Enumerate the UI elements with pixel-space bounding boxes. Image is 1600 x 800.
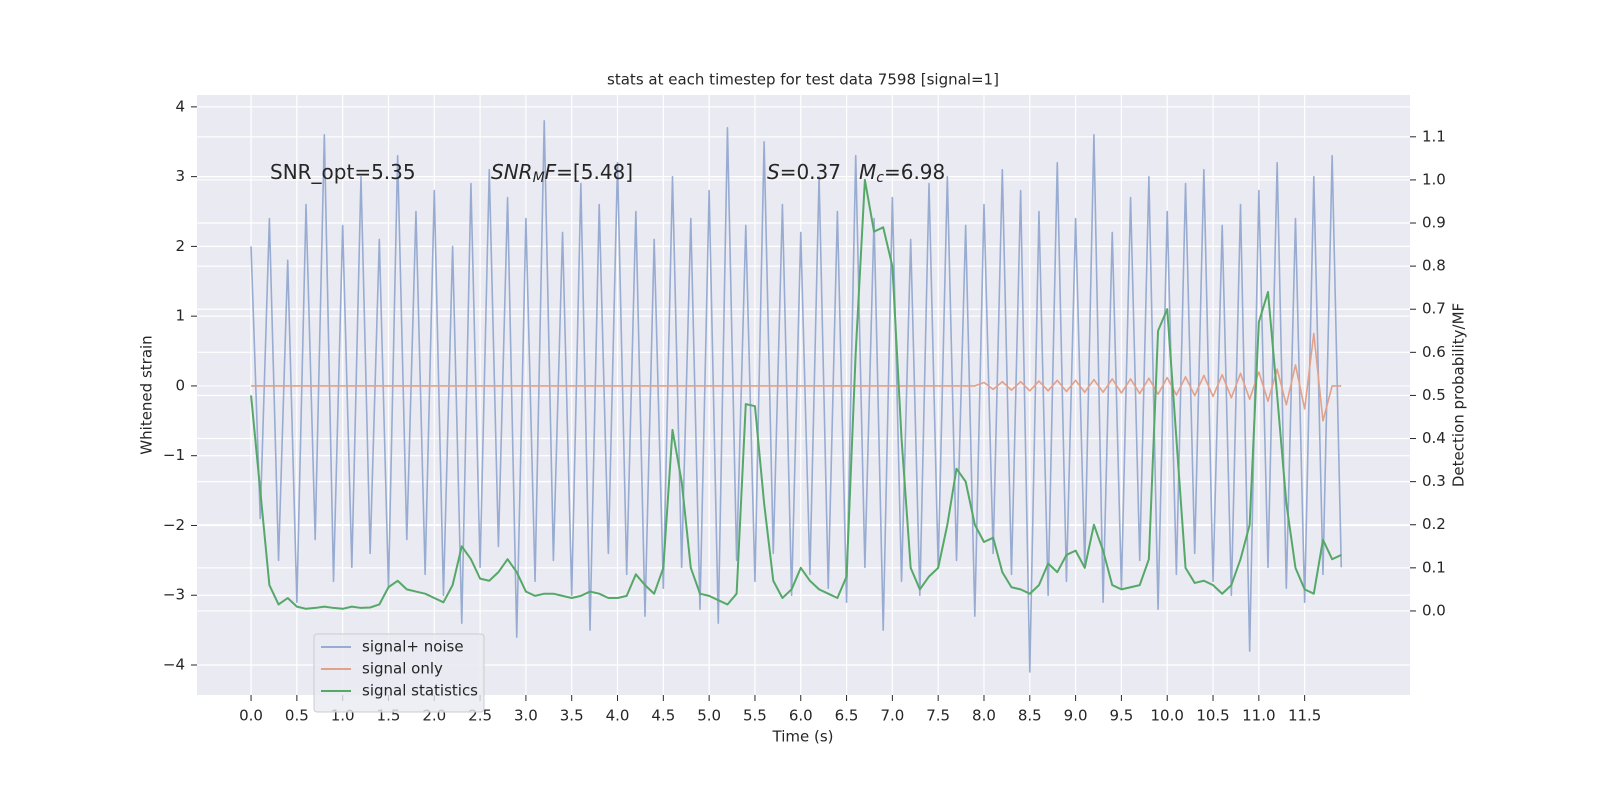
x-tick-label: 6.5 (835, 707, 859, 725)
y-tick-label: −4 (163, 656, 185, 674)
annotation-text: =0.37 (780, 160, 841, 184)
y-axis-label: Whitened strain (138, 335, 156, 454)
x-tick-label: 4.5 (651, 707, 675, 725)
series-line (250, 178, 1342, 610)
y-tick-label: −1 (163, 446, 185, 464)
legend-label: signal only (362, 660, 443, 678)
annotation-text: M (859, 160, 876, 184)
x-tick-label: 9.5 (1109, 707, 1133, 725)
y2-tick-label: 0.8 (1422, 257, 1446, 275)
y-tick-label: 1 (175, 307, 185, 325)
y2-tick-label: 0.6 (1422, 343, 1446, 361)
series-line (251, 332, 1342, 422)
x-tick-label: 0.0 (239, 707, 263, 725)
y2-tick-label: 0.9 (1422, 214, 1446, 232)
annotation-text: F (545, 160, 557, 184)
x-tick-label: 10.0 (1151, 707, 1184, 725)
y2-axis-label: Detection probability/MF (1450, 303, 1468, 487)
x-tick-label: 0.5 (285, 707, 309, 725)
x-tick-label: 10.5 (1196, 707, 1229, 725)
x-tick-label: 3.5 (560, 707, 584, 725)
x-tick-label: 5.5 (743, 707, 767, 725)
annotation-text: S (767, 160, 780, 184)
annotation: S=0.37 (767, 160, 841, 184)
x-tick-label: 11.5 (1288, 707, 1321, 725)
x-tick-label: 4.0 (606, 707, 630, 725)
y-tick-label: 4 (175, 97, 185, 115)
series-line (250, 120, 1343, 673)
annotation-text: SNR_opt=5.35 (270, 160, 416, 184)
y2-tick-label: 1.0 (1422, 170, 1446, 188)
annotation-text: =6.98 (884, 160, 945, 184)
y-tick-label: −2 (163, 516, 185, 534)
y2-tick-label: 0.5 (1422, 386, 1446, 404)
legend: signal+ noise signal only signal statistic… (313, 633, 485, 713)
chart-title: stats at each timestep for test data 759… (607, 71, 999, 89)
x-tick-label: 7.0 (880, 707, 904, 725)
y2-tick-label: 1.1 (1422, 127, 1446, 145)
annotation-text: =[5.48] (556, 160, 633, 184)
y-tick-label: 3 (175, 167, 185, 185)
axes: 0.0 0.5 1.0 1.5 2.0 2.5 3.0 3.5 4.0 4.5 5.0 5.5 6.0 6… (163, 97, 1446, 724)
x-tick-label: 3.0 (514, 707, 538, 725)
annotation-subscript: M (533, 170, 545, 186)
x-tick-label: 5.0 (697, 707, 721, 725)
x-axis-label: Time (s) (772, 728, 834, 746)
x-tick-label: 9.0 (1064, 707, 1088, 725)
y2-tick-label: 0.4 (1422, 429, 1446, 447)
y2-tick-label: 0.0 (1422, 601, 1446, 619)
y-tick-label: −3 (163, 586, 185, 604)
annotation: Mc=6.98 (859, 160, 945, 187)
x-tick-label: 6.0 (789, 707, 813, 725)
y2-tick-label: 0.2 (1422, 515, 1446, 533)
x-tick-label: 8.0 (972, 707, 996, 725)
annotation-text: SNR (491, 160, 533, 184)
y2-tick-label: 0.1 (1422, 558, 1446, 576)
annotation: SNRMF=[5.48] (491, 160, 633, 187)
annotation-subscript: c (876, 170, 884, 186)
x-tick-label: 8.5 (1018, 707, 1042, 725)
y-tick-label: 0 (175, 376, 185, 394)
legend-label: signal+ noise (362, 638, 464, 656)
legend-label: signal statistics (362, 682, 478, 700)
y-tick-label: 2 (175, 237, 185, 255)
y2-tick-label: 0.7 (1422, 300, 1446, 318)
x-tick-label: 11.0 (1242, 707, 1275, 725)
marks (250, 120, 1343, 673)
annotation: SNR_opt=5.35 (270, 160, 416, 184)
legend-box (313, 633, 485, 713)
x-tick-label: 7.5 (926, 707, 950, 725)
y2-tick-label: 0.3 (1422, 472, 1446, 490)
